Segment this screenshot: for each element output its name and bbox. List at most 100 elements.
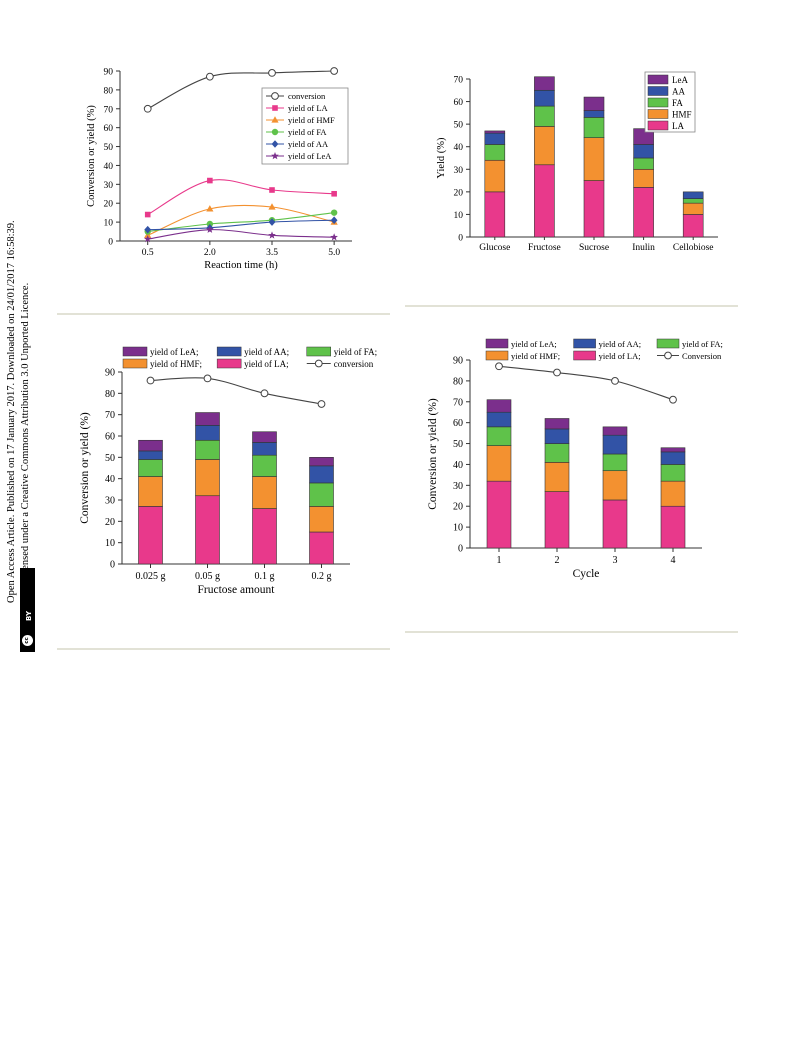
y-tick-label: 40 [105,474,115,485]
conversion-point [495,362,503,371]
x-axis-label: Cycle [573,568,600,580]
bar-AA-3 [633,144,654,159]
legend-label: yield of AA [288,139,329,149]
point-conversion [330,67,339,75]
legend-swatch-AA [647,86,669,96]
legend-label: yield of LA; [599,351,641,361]
bar-AA-0 [138,450,163,460]
legend-marker-FA [271,128,279,136]
conversion-line [150,377,322,405]
y-axis-label: Yield (%) [436,137,447,179]
bar-HMF-2 [252,476,277,509]
bar-FA-3 [309,482,334,507]
y-tick-label: 0 [458,544,463,555]
y-tick-label: 60 [105,432,115,443]
chart-fructose-amount: 0 10 20 30 40 50 60 70 80 90 Conversion or yield (… [79,346,377,596]
point-LA [269,187,275,193]
legend-swatch-LA [647,120,669,131]
bar-FA-2 [602,453,628,472]
x-tick-label: 0.2 g [312,571,332,582]
point-LA [207,177,213,184]
bar-LeA-3 [309,457,334,467]
y-tick-label: 30 [453,481,463,492]
license-sidebar: Open Access Article. Published on 17 Jan… [0,0,60,680]
legend-marker-HMF [271,116,279,123]
y-tick-label: 90 [105,368,115,379]
y-tick-label: 60 [454,98,464,108]
legend-label: yield of FA; [334,347,377,357]
bar-LA-2 [583,180,605,238]
x-tick-label: 1 [497,555,502,566]
bar-LA-1 [195,495,220,565]
x-tick-label: Glucose [479,243,510,253]
bar-AA-1 [195,425,220,441]
x-axis-label: Fructose amount [198,584,276,596]
bar-LA-4 [682,214,704,238]
y-tick-label: 90 [104,68,114,78]
legend-swatch-FA [656,338,680,349]
bar-FA-4 [682,198,704,204]
legend-label: conversion [334,359,374,369]
x-tick-label: 0.025 g [136,571,166,582]
legend: yield of LeA; yield of AA; yield of FA; yie… [122,346,377,369]
legend-label: Conversion [682,351,722,361]
x-tick-label: 3.5 [266,248,278,258]
bar-FA-1 [195,439,220,460]
point-conversion [268,68,276,77]
cc-by-badge[interactable]: cc BY [20,568,35,652]
bar-FA-3 [633,157,654,170]
bar-LeA-2 [252,431,277,443]
legend-swatch-LeA [485,338,509,349]
point-AA [268,218,276,226]
bar-LA-0 [486,480,512,549]
legend-marker-LA [272,105,278,111]
bar-AA-0 [486,411,512,428]
bar-LA-3 [633,187,654,238]
y-axis-label: Conversion or yield (%) [86,105,97,207]
bar-AA-4 [682,191,704,199]
bar-LeA-2 [602,426,628,436]
y-tick-label: 30 [104,181,114,191]
legend-swatch-FA [647,97,669,108]
legend-label: LeA [672,75,688,85]
bar-FA-3 [660,464,686,482]
x-tick-label: Fructose [528,243,561,253]
point-LeA [206,225,214,233]
bar-FA-0 [484,144,506,161]
conversion-point [317,400,326,408]
conversion-point [146,376,155,385]
chart-recycling: 0 10 20 30 40 50 60 70 80 90 Conversion or yield (… [427,338,723,580]
bar-LeA-1 [534,76,555,91]
bar-LA-0 [138,506,163,565]
bar-HMF-0 [484,159,506,193]
series-line-HMF [147,204,335,236]
bar-LeA-2 [583,96,605,111]
x-tick-label: 0.1 g [255,571,275,582]
legend-swatch-AA [216,346,242,357]
series-line-AA [147,219,335,231]
x-tick-label: 5.0 [328,248,340,258]
conversion-point [260,389,269,398]
x-tick-label: 4 [671,555,676,566]
conversion-line [498,365,674,401]
x-tick-label: 0.05 g [195,571,220,582]
conversion-point [611,376,619,385]
bar-LeA-3 [660,447,686,453]
x-tick-label: 3 [613,555,618,566]
dividers [57,305,738,650]
bar-AA-3 [309,465,334,484]
y-tick-label: 70 [105,410,115,421]
bar-LeA-0 [138,439,163,452]
bar-AA-2 [252,442,277,456]
legend-box [261,87,349,165]
bar-FA-0 [138,459,163,477]
bar-LeA-0 [486,399,512,413]
y-tick-label: 50 [104,143,114,153]
series-line-FA [147,212,335,233]
y-tick-label: 50 [453,439,463,450]
y-tick-label: 10 [105,538,115,549]
bar-AA-0 [484,132,506,145]
bar-LA-1 [534,164,555,238]
point-LeA [143,235,152,243]
